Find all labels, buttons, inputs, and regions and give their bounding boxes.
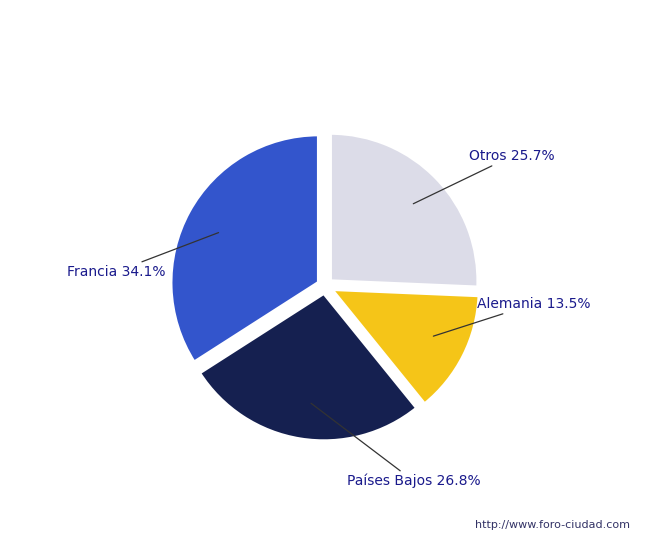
Wedge shape	[330, 133, 478, 287]
Wedge shape	[332, 289, 479, 404]
Text: Países Bajos 26.8%: Países Bajos 26.8%	[311, 403, 480, 488]
Text: http://www.foro-ciudad.com: http://www.foro-ciudad.com	[476, 520, 630, 530]
Text: Francia 34.1%: Francia 34.1%	[67, 233, 218, 278]
Text: Alemania 13.5%: Alemania 13.5%	[434, 297, 590, 336]
Text: Isábena - Turistas extranjeros según país - Agosto de 2024: Isábena - Turistas extranjeros según paí…	[36, 20, 614, 38]
Wedge shape	[200, 293, 417, 441]
Wedge shape	[171, 135, 318, 362]
Text: Otros 25.7%: Otros 25.7%	[413, 149, 555, 204]
